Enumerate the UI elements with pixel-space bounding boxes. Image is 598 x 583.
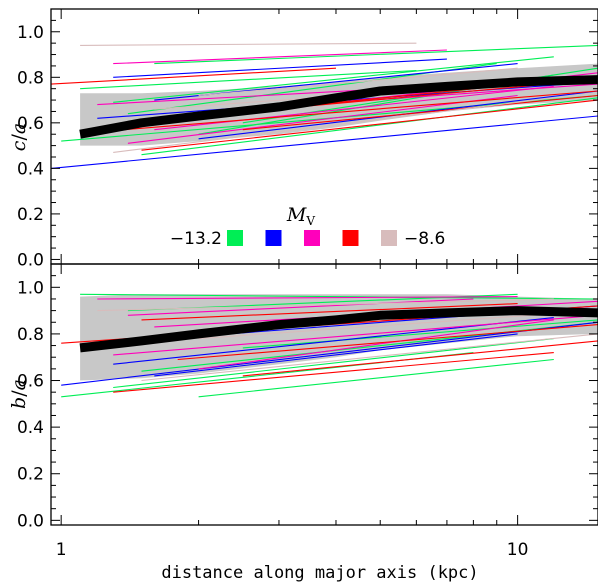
y-tick-label: 1.0 [17, 278, 44, 298]
bottom-y-numerator: b [8, 397, 30, 409]
median-curve [79, 306, 598, 353]
profile-line-middle [113, 49, 447, 65]
y-tick-label: 0.8 [17, 325, 44, 345]
profile-line-mid_bright [154, 333, 518, 377]
legend-swatch-bright [227, 230, 243, 246]
x-tick-label: 10 [507, 540, 529, 560]
top-y-ticks: 0.0 0.2 0.4 0.6 0.8 1.0 [17, 8, 598, 270]
profile-line-faint [198, 67, 518, 97]
legend-title: MV [286, 204, 315, 228]
profile-line-mid_faint [242, 340, 598, 377]
profile-line-bright [198, 358, 554, 398]
profile-line-mid_faint [242, 94, 598, 131]
panel-b-over-a: 0.0 0.2 0.4 0.6 0.8 1.0 b/a [8, 263, 598, 531]
profile-line-mid_faint [113, 352, 554, 393]
top-x-ticks [60, 9, 519, 264]
profile-line-mid_faint [141, 99, 598, 151]
bottom-panel-frame [50, 263, 598, 526]
y-tick-label: 0.4 [17, 159, 44, 179]
profile-line-bright [80, 293, 598, 300]
median-curve [79, 75, 598, 139]
profile-line-faint [97, 298, 554, 312]
profile-line-middle [198, 319, 554, 370]
legend-swatch-mid_bright [265, 230, 282, 246]
legend-right-value: −8.6 [404, 229, 445, 249]
profile-line-mid_faint [51, 67, 337, 85]
profile-line-bright [242, 319, 598, 349]
legend-swatch-mid_faint [342, 230, 359, 246]
top-y-axis-title: c/a [8, 123, 30, 151]
x-axis-title: distance along major axis (kpc) [161, 563, 478, 583]
y-tick-label: 0.0 [17, 511, 44, 531]
profile-line-middle [127, 298, 474, 316]
profile-line-mid_faint [177, 324, 598, 361]
profile-line-faint [141, 333, 598, 382]
y-tick-label: 0.8 [17, 68, 44, 88]
x-tick-label: 1 [56, 540, 67, 560]
panel-c-over-a: 0.0 0.2 0.4 0.6 0.8 1.0 c/a MV −13.2 −8.6 [8, 8, 598, 270]
profile-line-middle [97, 296, 518, 300]
legend-swatch-middle [304, 230, 320, 246]
profile-line-bright [141, 97, 598, 156]
y-tick-label: 0.0 [17, 250, 44, 270]
profile-line-bright [113, 338, 554, 389]
bottom-plot-area [61, 293, 598, 398]
legend-title-symbol: M [286, 204, 307, 226]
profile-line-faint [80, 42, 417, 46]
x-tick-labels: 1 10 [56, 540, 529, 560]
y-tick-label: 1.0 [17, 23, 44, 43]
legend-title-subscript: V [305, 214, 315, 228]
y-tick-label: 0.6 [17, 114, 44, 134]
profile-line-mid_faint [97, 90, 598, 133]
profile-line-mid_faint [141, 303, 518, 321]
legend-left-value: −13.2 [170, 229, 222, 249]
legend-swatch-faint [381, 230, 397, 246]
profile-line-mid_bright [61, 321, 598, 386]
profile-line-middle [127, 94, 518, 144]
y-tick-label: 0.2 [17, 465, 44, 485]
top-y-numerator: c [8, 140, 30, 151]
profile-line-middle [113, 314, 598, 356]
bottom-x-ticks [60, 264, 519, 525]
y-tick-label: 0.2 [17, 205, 44, 225]
profile-line-bright [80, 69, 417, 90]
profile-line-mid_bright [51, 115, 598, 169]
y-tick-label: 0.6 [17, 372, 44, 392]
top-plot-area [51, 42, 598, 169]
y-tick-label: 0.4 [17, 418, 44, 438]
profile-line-middle [154, 85, 554, 131]
top-y-denominator: a [8, 123, 30, 134]
profile-line-faint [113, 97, 554, 153]
profile-line-bright [154, 44, 598, 65]
profile-line-bright [113, 56, 554, 103]
profile-line-mid_bright [113, 58, 447, 78]
legend: MV −13.2 −8.6 [170, 204, 445, 249]
bottom-y-axis-title: b/a [8, 379, 30, 409]
bottom-y-denominator: a [8, 379, 30, 390]
legend-swatches [227, 230, 397, 246]
